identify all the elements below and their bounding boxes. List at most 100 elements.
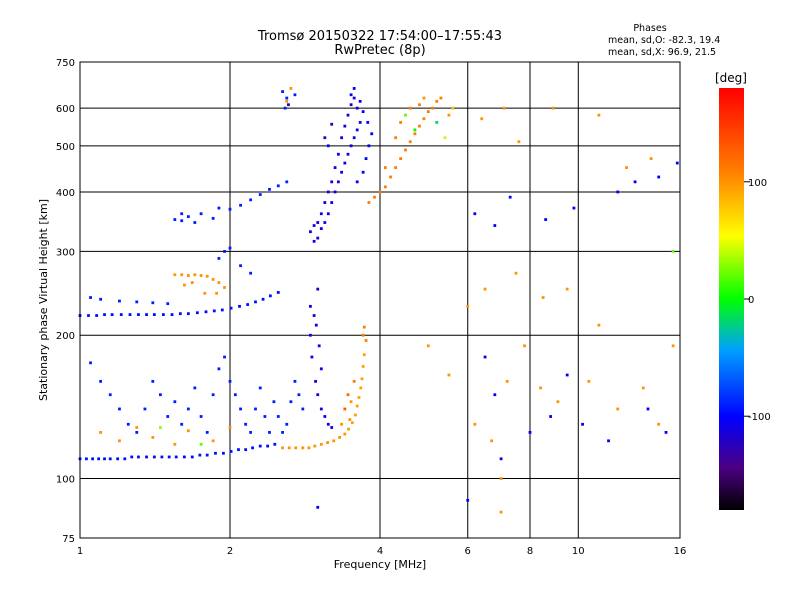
data-point [349, 144, 353, 148]
data-point [544, 218, 548, 221]
data-point [366, 120, 370, 124]
data-points [78, 87, 679, 514]
data-point [239, 407, 242, 411]
data-point [362, 353, 366, 357]
data-point [394, 136, 398, 140]
data-point [528, 431, 532, 434]
data-point [373, 195, 376, 199]
data-point [312, 239, 316, 243]
data-point [319, 212, 323, 216]
data-point [293, 93, 297, 97]
data-point [199, 442, 203, 446]
y-tick-label: 200 [56, 331, 75, 342]
data-point [223, 286, 226, 289]
data-point [180, 273, 184, 277]
data-point [89, 296, 92, 299]
data-point [173, 442, 177, 446]
y-tick-labels: 75 100 200 300 400 500 600 750 [56, 58, 75, 545]
y-tick-label: 500 [56, 142, 75, 153]
data-point [190, 281, 194, 284]
data-point [180, 219, 184, 223]
data-point [355, 106, 359, 110]
data-point [539, 386, 542, 390]
data-point [173, 218, 177, 221]
data-point [135, 426, 139, 429]
data-point [361, 170, 365, 174]
data-point [223, 250, 226, 253]
data-point [431, 106, 434, 110]
data-point [399, 157, 403, 161]
data-point [258, 193, 262, 196]
data-point [353, 413, 357, 417]
data-point [119, 313, 123, 316]
data-point [314, 379, 317, 383]
stats-line-o: mean, sd,O: -82.3, 19.4 [608, 35, 720, 46]
data-point [349, 400, 353, 404]
data-point [439, 96, 443, 100]
data-point [174, 455, 178, 459]
y-tick-label: 100 [56, 475, 75, 486]
data-point [287, 103, 290, 107]
data-point [332, 439, 336, 443]
data-point [514, 271, 518, 275]
data-point [483, 287, 487, 291]
y-axis-label: Stationary phase Virtual Height [km] [37, 199, 50, 401]
data-point [404, 113, 407, 117]
data-point [355, 404, 359, 408]
data-point [336, 152, 340, 156]
data-point [358, 99, 362, 103]
y-tick-label: 300 [56, 247, 75, 258]
data-point [145, 313, 148, 316]
data-point [193, 386, 197, 390]
data-point [413, 132, 417, 136]
data-point [170, 313, 174, 316]
data-point [352, 96, 356, 100]
data-point [362, 325, 366, 329]
data-point [361, 110, 365, 114]
data-point [254, 407, 257, 411]
stats-line-x: mean, sd,X: 96.9, 21.5 [608, 47, 716, 58]
data-point [480, 117, 484, 121]
data-point [205, 453, 209, 457]
data-point [326, 441, 330, 444]
x-tick-label: 10 [572, 546, 585, 557]
colorbar-ticks: 100 0 -100 [744, 178, 771, 423]
data-point [408, 140, 412, 144]
data-point [330, 426, 334, 429]
data-point [399, 120, 403, 124]
data-point [190, 455, 194, 459]
data-point [229, 450, 233, 453]
data-point [166, 302, 170, 306]
data-point [182, 283, 186, 287]
colorbar-tick-label: 100 [748, 178, 767, 189]
data-point [404, 148, 407, 152]
data-point [186, 215, 190, 219]
data-point [99, 431, 103, 434]
data-point [182, 455, 186, 459]
data-point [343, 432, 347, 436]
data-point [348, 418, 352, 421]
data-point [649, 157, 653, 161]
data-point [347, 427, 351, 431]
data-point [118, 407, 121, 411]
grid-lines [80, 62, 680, 538]
data-point [633, 180, 637, 184]
data-point [426, 344, 430, 348]
data-point [493, 224, 497, 227]
data-point [675, 161, 679, 165]
data-point [549, 415, 553, 418]
plot-frame [79, 61, 681, 539]
data-point [199, 274, 203, 277]
x-tick-labels: 1 2 4 6 8 10 16 [77, 546, 687, 557]
data-point [244, 422, 248, 426]
data-point [565, 373, 569, 377]
data-point [340, 422, 344, 426]
data-point [249, 431, 253, 434]
data-point [87, 314, 90, 317]
data-point [426, 110, 430, 114]
data-point [523, 344, 526, 348]
data-point [473, 212, 477, 216]
data-point [435, 120, 439, 124]
data-point [422, 96, 426, 100]
data-point [297, 393, 301, 397]
